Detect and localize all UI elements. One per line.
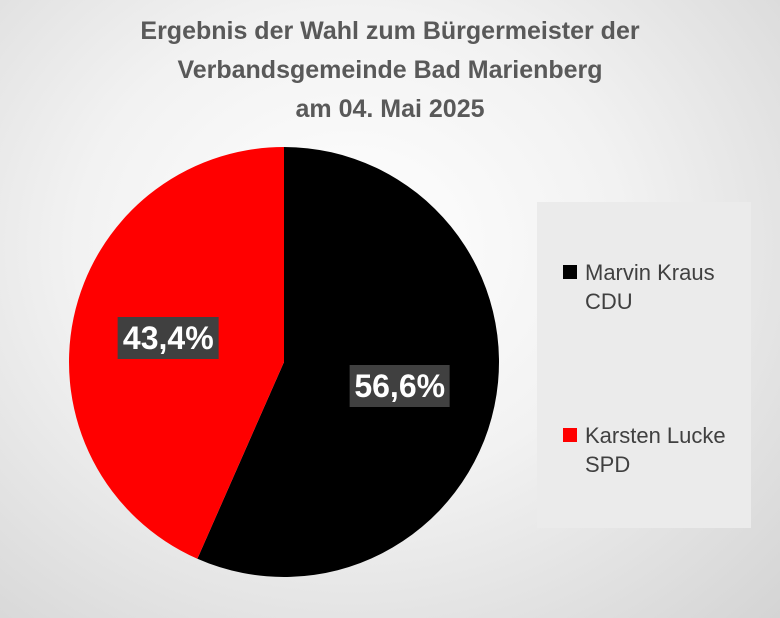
legend-name-kraus: Marvin Kraus <box>585 260 715 285</box>
chart-title: Ergebnis der Wahl zum Bürgermeister der … <box>0 12 780 129</box>
slice-label-lucke: 43,4% <box>117 316 219 359</box>
legend-swatch-kraus <box>563 265 577 279</box>
legend-name-lucke: Karsten Lucke <box>585 423 726 448</box>
chart-title-line-2: Verbandsgemeinde Bad Marienberg <box>177 56 603 84</box>
pie-slice-kraus <box>197 147 500 577</box>
legend: Marvin Kraus CDU Karsten Lucke SPD <box>537 202 751 528</box>
chart-title-line-1: Ergebnis der Wahl zum Bürgermeister der <box>140 17 640 45</box>
legend-swatch-lucke <box>563 428 577 442</box>
legend-party-kraus: CDU <box>585 289 633 314</box>
chart-title-line-3: am 04. Mai 2025 <box>295 95 485 123</box>
slice-label-kraus: 56,6% <box>349 365 451 408</box>
legend-party-lucke: SPD <box>585 452 631 477</box>
